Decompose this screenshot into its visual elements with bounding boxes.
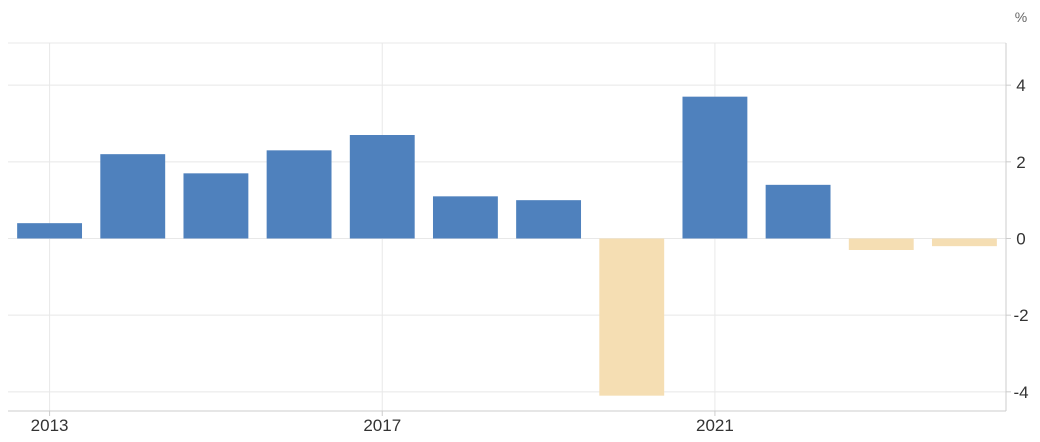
y-tick-label: -2 — [1013, 306, 1028, 325]
y-tick-label: 4 — [1016, 76, 1025, 95]
bar-2024 — [931, 238, 997, 247]
bar-2013 — [17, 223, 83, 239]
y-tick-label: 2 — [1016, 153, 1025, 172]
x-axis-ticks: 2013 2017 2021 — [31, 411, 734, 435]
bar-2015 — [183, 173, 249, 239]
bar-2018 — [432, 196, 498, 239]
bar-2021 — [682, 96, 748, 239]
bars — [17, 96, 997, 396]
bar-2020 — [599, 238, 665, 396]
bar-2016 — [266, 150, 332, 239]
unit-label: % — [1015, 9, 1027, 25]
y-axis-ticks: 4 2 0 -2 -4 — [1006, 76, 1029, 402]
bar-2022 — [765, 184, 831, 239]
bar-2017 — [349, 135, 415, 239]
x-tick-label: 2013 — [31, 416, 69, 435]
y-tick-label: 0 — [1016, 230, 1025, 249]
y-tick-label: -4 — [1013, 383, 1028, 402]
x-tick-label: 2021 — [696, 416, 734, 435]
x-tick-label: 2017 — [363, 416, 401, 435]
bar-2014 — [100, 154, 166, 239]
axes — [8, 43, 1007, 412]
bar-2023 — [848, 238, 914, 250]
grid-lines — [8, 42, 1006, 411]
bar-2019 — [516, 200, 582, 239]
